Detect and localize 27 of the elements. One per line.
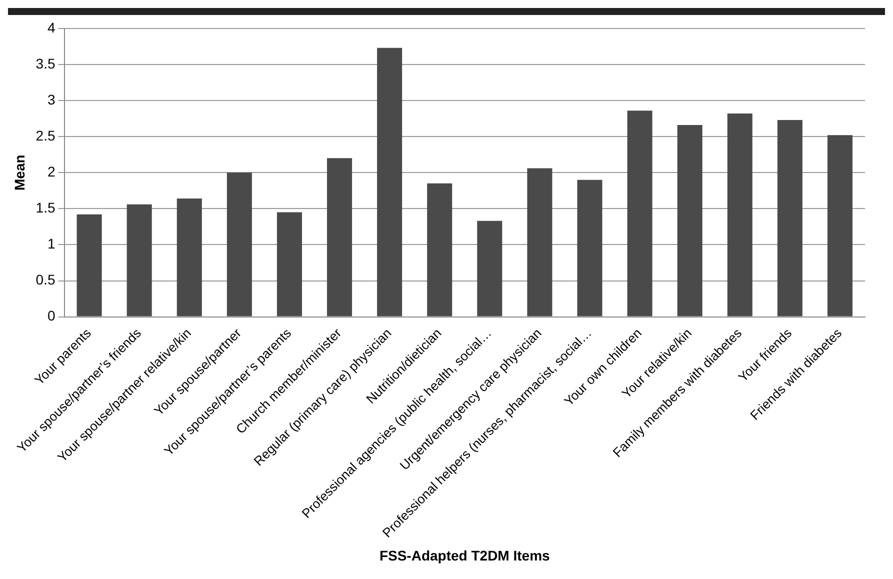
x-axis-title: FSS-Adapted T2DM Items <box>379 547 550 564</box>
bar <box>827 135 852 316</box>
bar <box>477 220 502 316</box>
bar <box>677 125 702 316</box>
y-tick-label: 1 <box>47 236 56 252</box>
bar <box>427 183 452 316</box>
bar <box>126 204 152 316</box>
bar <box>577 180 602 316</box>
bar <box>727 113 752 316</box>
y-axis-title: Mean <box>11 154 28 191</box>
bar <box>777 120 802 316</box>
y-tick-label: 2.5 <box>36 127 56 144</box>
bar <box>76 214 102 316</box>
bar <box>377 48 402 316</box>
bar <box>327 158 352 316</box>
y-tick-label: 0.5 <box>36 272 56 288</box>
y-tick-label: 2 <box>47 163 56 180</box>
bar <box>627 110 652 316</box>
bar <box>176 198 202 316</box>
y-tick-label: 3.5 <box>36 55 56 72</box>
y-tick-label: 4 <box>47 19 56 36</box>
y-tick-label: 3 <box>47 91 56 108</box>
bar <box>276 212 302 316</box>
y-tick-label: 1.5 <box>36 200 56 216</box>
y-tick-label: 0 <box>47 308 56 324</box>
bar <box>226 172 252 316</box>
bar <box>527 168 552 316</box>
